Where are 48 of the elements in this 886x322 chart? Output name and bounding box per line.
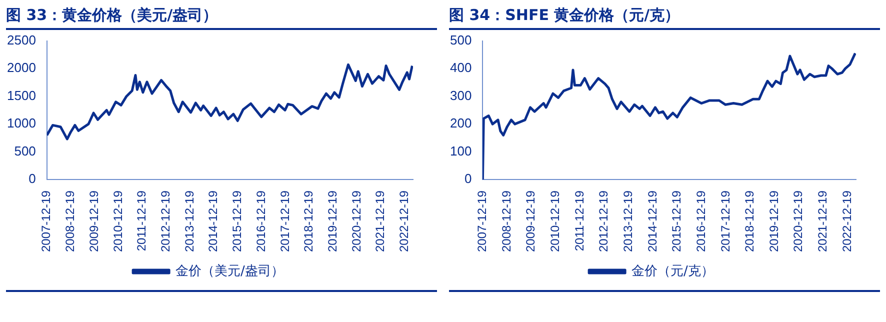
legend-label: 金价（元/克）	[632, 264, 714, 279]
x-tick-label: 2013-12-19	[182, 190, 196, 252]
x-tick-label: 2018-12-19	[742, 190, 757, 252]
x-tick-label: 2018-12-19	[302, 190, 316, 252]
y-tick-label: 400	[450, 60, 472, 76]
y-tick-label: 2500	[7, 32, 36, 48]
x-tick-label: 2022-12-19	[840, 190, 854, 252]
chart-title: 图 33：黄金价格（美元/盎司）	[6, 4, 437, 30]
x-tick-label: 2010-12-19	[548, 190, 562, 252]
x-tick-label: 2020-12-19	[791, 190, 806, 252]
x-tick-label: 2009-12-19	[86, 190, 101, 252]
x-tick-label: 2011-12-19	[134, 190, 149, 252]
x-tick-label: 2021-12-19	[816, 190, 830, 252]
x-tick-label: 2015-12-19	[670, 190, 684, 252]
x-tick-label: 2007-12-19	[39, 190, 54, 252]
x-tick-label: 2017-12-19	[278, 190, 292, 252]
x-tick-label: 2009-12-19	[524, 190, 538, 252]
x-tick-label: 2008-12-19	[499, 190, 514, 252]
x-tick-label: 2022-12-19	[397, 190, 412, 252]
x-tick-label: 2010-12-19	[110, 190, 125, 252]
y-tick-label: 0	[28, 171, 36, 186]
y-tick-label: 500	[14, 143, 36, 158]
y-tick-label: 2000	[7, 60, 36, 76]
x-tick-label: 2013-12-19	[620, 190, 635, 252]
x-tick-label: 2012-12-19	[158, 190, 173, 252]
y-tick-label: 500	[450, 32, 472, 48]
y-tick-label: 200	[450, 116, 472, 131]
chart-title: 图 34：SHFE 黄金价格（元/克）	[449, 4, 880, 30]
legend-label: 金价（美元/盎司）	[176, 262, 284, 279]
y-tick-label: 100	[450, 143, 472, 158]
x-tick-label: 2012-12-19	[596, 190, 611, 252]
y-tick-label: 0	[464, 171, 472, 186]
x-tick-label: 2021-12-19	[373, 190, 388, 252]
x-tick-label: 2007-12-19	[475, 190, 489, 252]
x-tick-label: 2019-12-19	[325, 190, 340, 252]
x-tick-label: 2020-12-19	[349, 190, 364, 252]
y-tick-label: 1500	[7, 88, 36, 103]
x-tick-label: 2014-12-19	[206, 190, 220, 252]
y-tick-label: 1000	[7, 116, 36, 131]
x-tick-label: 2011-12-19	[572, 190, 586, 252]
x-tick-label: 2008-12-19	[63, 190, 78, 252]
x-tick-label: 2015-12-19	[230, 190, 244, 252]
x-tick-label: 2014-12-19	[645, 190, 660, 252]
y-tick-label: 300	[450, 88, 472, 103]
x-tick-label: 2017-12-19	[718, 190, 732, 252]
x-tick-label: 2016-12-19	[694, 190, 708, 252]
x-tick-label: 2016-12-19	[254, 190, 268, 252]
x-tick-label: 2019-12-19	[766, 190, 781, 252]
